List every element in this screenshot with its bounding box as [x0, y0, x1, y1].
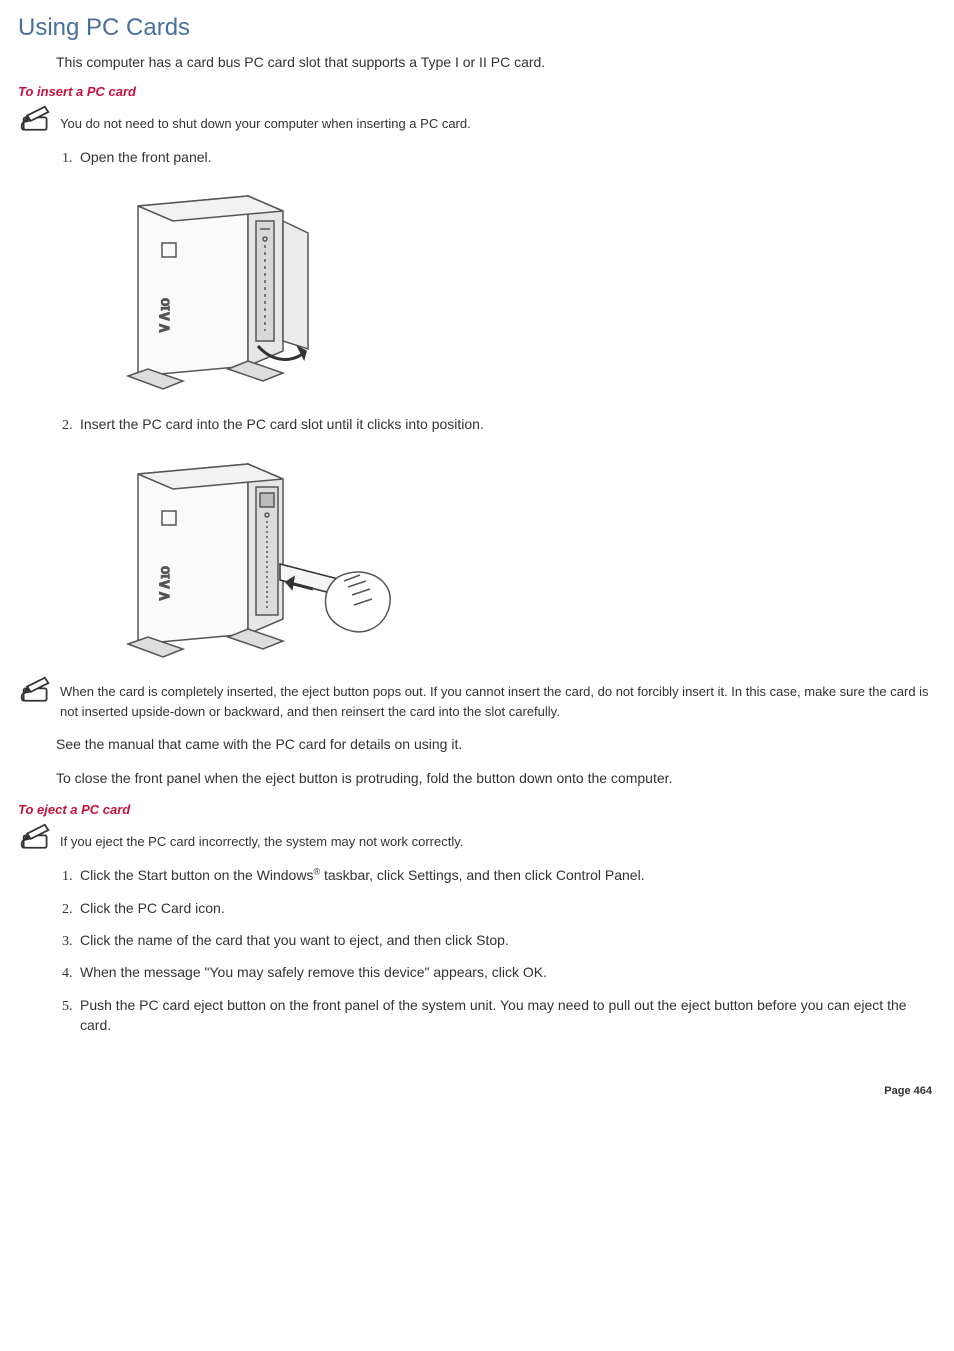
eject-step-2: Click the PC Card icon.: [76, 898, 936, 918]
eject-step-3: Click the name of the card that you want…: [76, 930, 936, 950]
intro-paragraph: This computer has a card bus PC card slo…: [56, 54, 936, 70]
eject-steps-list: Click the Start button on the Windows® t…: [18, 865, 936, 1035]
pencil-note-icon: [18, 823, 54, 853]
insert-note-2: When the card is completely inserted, th…: [18, 682, 936, 722]
eject-step-1-pre: Click the Start button on the Windows: [80, 867, 313, 883]
insert-note-1-text: You do not need to shut down your comput…: [60, 114, 471, 136]
insert-heading: To insert a PC card: [18, 84, 936, 99]
pencil-note-icon: [18, 105, 54, 135]
illustration-open-panel: ∨∧ıo: [108, 181, 936, 396]
eject-heading: To eject a PC card: [18, 802, 936, 817]
insert-step-1-text: Open the front panel.: [80, 149, 212, 165]
insert-step-2: Insert the PC card into the PC card slot…: [76, 414, 936, 663]
svg-text:∨∧ıo: ∨∧ıo: [156, 566, 173, 602]
insert-note-2-text: When the card is completely inserted, th…: [60, 684, 929, 719]
eject-note-text: If you eject the PC card incorrectly, th…: [60, 832, 463, 854]
page-title: Using PC Cards: [18, 14, 936, 42]
eject-step-1-post: taskbar, click Settings, and then click …: [320, 867, 645, 883]
insert-note-1: You do not need to shut down your comput…: [18, 105, 936, 135]
insert-step-1: Open the front panel. ∨∧ıo: [76, 147, 936, 396]
eject-note: If you eject the PC card incorrectly, th…: [18, 823, 936, 853]
close-panel-paragraph: To close the front panel when the eject …: [56, 768, 936, 788]
manual-paragraph: See the manual that came with the PC car…: [56, 734, 936, 754]
eject-step-1: Click the Start button on the Windows® t…: [76, 865, 936, 885]
page-number: Page 464: [18, 1085, 936, 1097]
svg-text:∨∧ıo: ∨∧ıo: [156, 298, 173, 334]
eject-step-4: When the message "You may safely remove …: [76, 962, 936, 982]
illustration-insert-card: ∨∧ıo: [108, 449, 936, 664]
pencil-note-icon: [18, 676, 54, 706]
insert-step-2-text: Insert the PC card into the PC card slot…: [80, 416, 484, 432]
eject-step-5: Push the PC card eject button on the fro…: [76, 995, 936, 1036]
insert-steps-list: Open the front panel. ∨∧ıo: [18, 147, 936, 664]
